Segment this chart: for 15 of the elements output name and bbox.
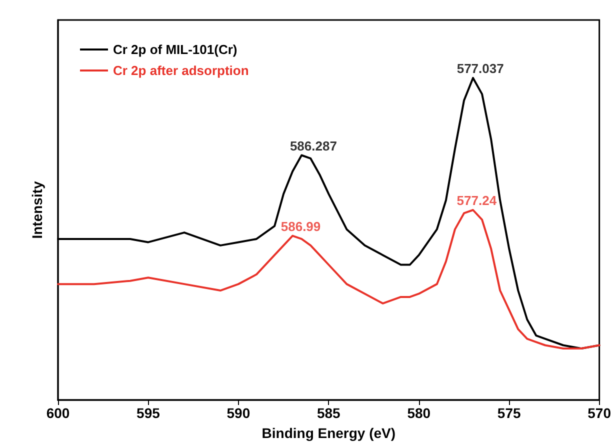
annotation: 586.99 [280,218,321,234]
x-tick-label: 570 [588,405,612,421]
legend-label: Cr 2p of MIL-101(Cr) [113,42,238,57]
annotation: 586.287 [290,138,337,154]
annotation: 577.24 [456,193,498,208]
x-tick-label: 595 [136,405,160,421]
annotation: 577.037 [456,60,504,76]
x-tick-label: 575 [497,405,521,421]
x-tick-label: 580 [407,405,431,421]
x-tick-label: 590 [226,405,250,421]
x-tick-label: 600 [46,405,70,421]
legend-label: Cr 2p after adsorption [113,63,249,78]
x-axis-title: Binding Energy (eV) [262,425,396,441]
x-tick-label: 585 [316,405,341,421]
y-axis-title: Intensity [29,181,45,239]
